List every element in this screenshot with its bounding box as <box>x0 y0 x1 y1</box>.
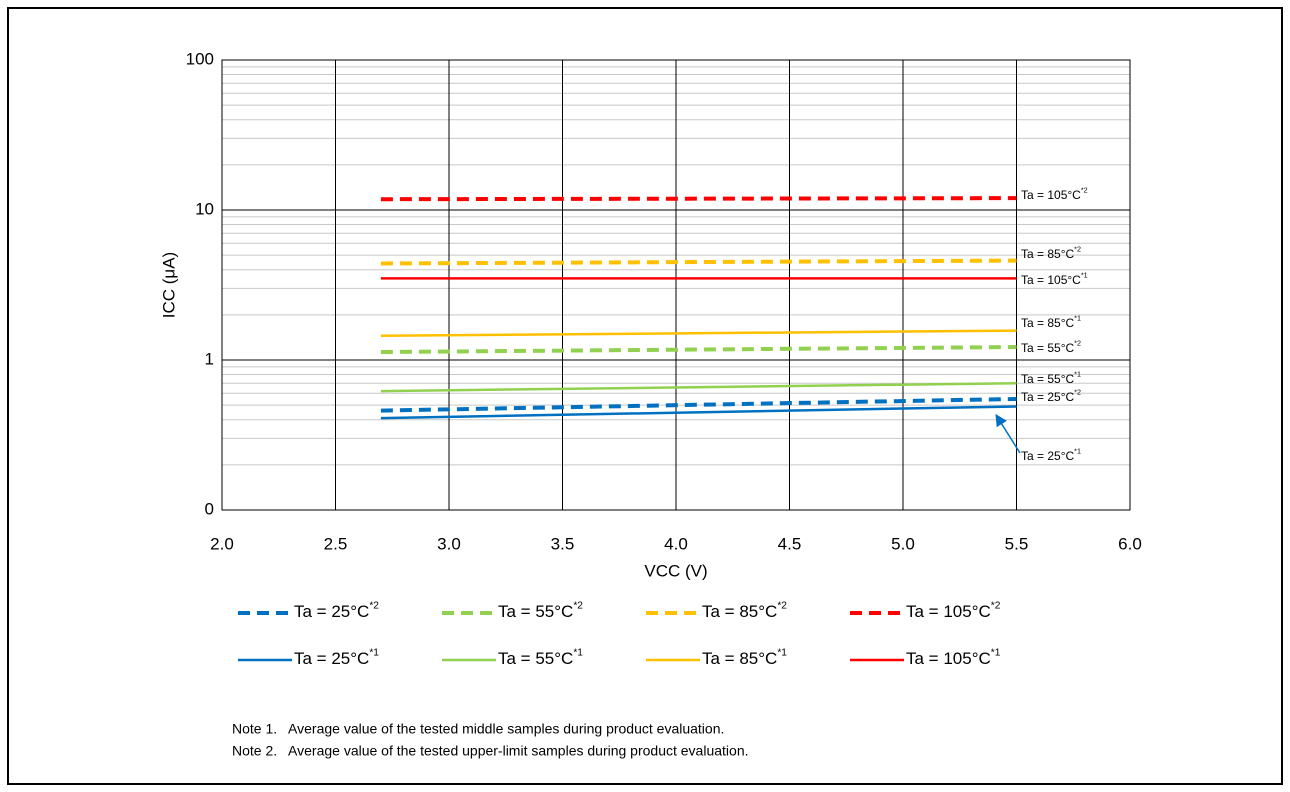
label-superscript: *2 <box>777 600 787 611</box>
note: Note 2. Average value of the tested uppe… <box>232 743 749 759</box>
label-text: Ta = 55°C <box>498 649 573 668</box>
label-text: Ta = 25°C <box>294 602 369 621</box>
x-axis-label: VCC (V) <box>644 561 707 580</box>
series-line <box>380 196 1017 202</box>
line-label: Ta = 85°C*1 <box>1021 314 1081 331</box>
label-superscript: *1 <box>1074 370 1081 379</box>
label-text: Ta = 25°C <box>1021 390 1074 404</box>
label-text: Ta = 105°C <box>1021 273 1081 287</box>
x-tick-label: 2.5 <box>324 534 348 553</box>
label-text: Ta = 25°C <box>294 649 369 668</box>
legend-label: Ta = 85°C*2 <box>702 600 787 621</box>
line-label: Ta = 55°C*2 <box>1021 339 1081 356</box>
line-label: Ta = 85°C*2 <box>1021 245 1081 262</box>
series-line <box>380 405 1017 420</box>
legend-label: Ta = 55°C*1 <box>498 647 583 668</box>
label-text: Ta = 25°C <box>1021 449 1074 463</box>
label-text: Ta = 85°C <box>1021 247 1074 261</box>
y-tick-label: 0 <box>205 499 214 518</box>
legend-label: Ta = 85°C*1 <box>702 647 787 668</box>
frame <box>7 7 1283 785</box>
label-superscript: *1 <box>777 647 787 658</box>
x-tick-label: 6.0 <box>1118 534 1142 553</box>
series-line <box>380 258 1017 266</box>
line-label: Ta = 25°C*1 <box>1021 447 1081 464</box>
x-tick-label: 3.5 <box>551 534 575 553</box>
label-superscript: *2 <box>573 600 583 611</box>
line-label: Ta = 105°C*2 <box>1021 186 1088 203</box>
x-tick-label: 4.0 <box>664 534 688 553</box>
label-text: Ta = 85°C <box>702 602 777 621</box>
label-text: Ta = 105°C <box>906 602 991 621</box>
x-tick-label: 5.5 <box>1005 534 1029 553</box>
y-tick-label: 100 <box>186 49 214 68</box>
line-label: Ta = 105°C*1 <box>1021 271 1088 288</box>
line-label: Ta = 55°C*1 <box>1021 370 1081 387</box>
x-tick-label: 4.5 <box>778 534 802 553</box>
x-tick-label: 5.0 <box>891 534 915 553</box>
label-superscript: *1 <box>1074 447 1081 456</box>
label-superscript: *1 <box>369 647 379 658</box>
label-text: Ta = 85°C <box>702 649 777 668</box>
label-superscript: *2 <box>1081 186 1088 195</box>
label-superscript: *1 <box>991 647 1001 658</box>
label-text: Ta = 55°C <box>1021 341 1074 355</box>
label-text: Ta = 55°C <box>498 602 573 621</box>
label-superscript: *2 <box>1074 388 1081 397</box>
label-superscript: *1 <box>1081 271 1088 280</box>
series-line <box>380 381 1017 393</box>
series-line <box>380 396 1017 413</box>
label-text: Ta = 105°C <box>1021 188 1081 202</box>
label-text: Ta = 85°C <box>1021 316 1074 330</box>
label-arrow <box>995 413 1021 454</box>
label-superscript: *2 <box>991 600 1001 611</box>
label-text: Ta = 55°C <box>1021 372 1074 386</box>
legend-label: Ta = 105°C*1 <box>906 647 1001 668</box>
x-tick-label: 3.0 <box>437 534 461 553</box>
label-superscript: *1 <box>573 647 583 658</box>
line-label: Ta = 25°C*2 <box>1021 388 1081 405</box>
x-tick-label: 2.0 <box>210 534 234 553</box>
label-superscript: *1 <box>1074 314 1081 323</box>
label-text: Ta = 105°C <box>906 649 991 668</box>
label-superscript: *2 <box>1074 245 1081 254</box>
y-axis-label: ICC (μA) <box>159 252 178 318</box>
legend-label: Ta = 25°C*2 <box>294 600 379 621</box>
series-line <box>380 345 1017 355</box>
label-superscript: *2 <box>1074 339 1081 348</box>
y-tick-label: 1 <box>205 349 214 368</box>
y-tick-label: 10 <box>195 199 214 218</box>
series-line <box>380 329 1017 338</box>
legend-label: Ta = 55°C*2 <box>498 600 583 621</box>
plot-border <box>221 59 1131 511</box>
note: Note 1. Average value of the tested midd… <box>232 721 724 737</box>
label-superscript: *2 <box>369 600 379 611</box>
legend-label: Ta = 25°C*1 <box>294 647 379 668</box>
legend-label: Ta = 105°C*2 <box>906 600 1001 621</box>
